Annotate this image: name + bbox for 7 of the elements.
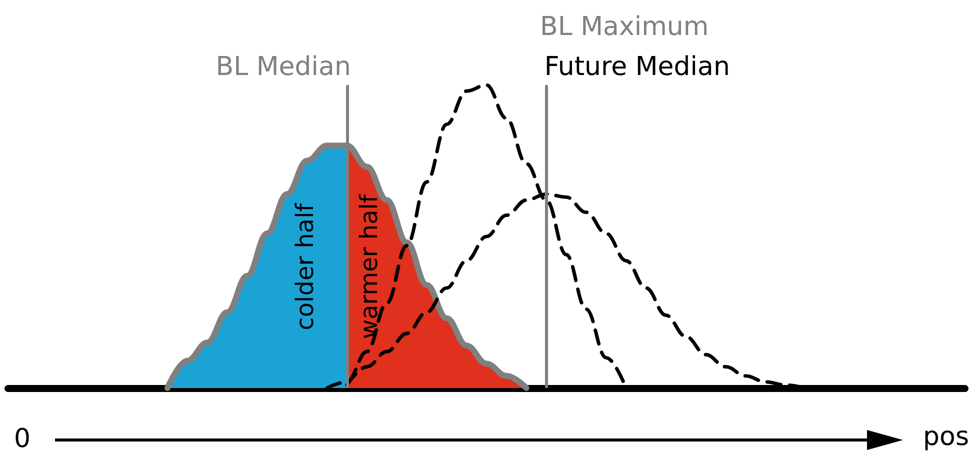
x-axis-title: pos — [923, 422, 970, 452]
text: 0 — [14, 424, 31, 454]
series-label: warmer half — [354, 194, 383, 340]
series-label: colder half — [291, 202, 319, 330]
text: Future Median — [544, 52, 730, 82]
text: BL Median — [216, 52, 351, 82]
text: BL Maximum — [540, 12, 709, 42]
